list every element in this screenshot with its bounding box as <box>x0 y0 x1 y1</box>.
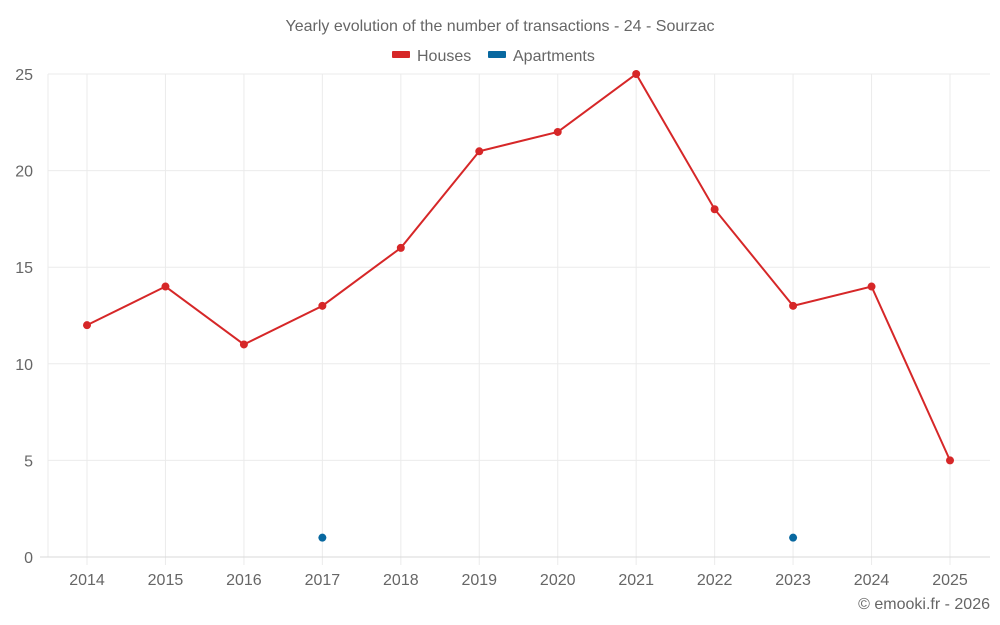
x-tick-label: 2017 <box>305 572 341 589</box>
x-tick-label: 2025 <box>932 572 968 589</box>
data-point-houses-2020 <box>553 127 562 136</box>
data-point-houses-2021 <box>632 70 641 78</box>
x-tick-label: 2014 <box>69 572 105 589</box>
x-tick-label: 2019 <box>461 572 497 589</box>
data-point-houses-2025 <box>946 456 954 465</box>
x-tick-label: 2021 <box>618 572 654 589</box>
credit-text: © emooki.fr - 2026 <box>858 596 990 613</box>
y-tick-label: 25 <box>15 67 33 84</box>
y-tick-label: 10 <box>15 357 33 374</box>
series-layer <box>83 70 954 542</box>
legend-swatch-apartments <box>488 51 506 58</box>
data-point-houses-2015 <box>161 282 170 291</box>
chart-title: Yearly evolution of the number of transa… <box>286 18 715 35</box>
data-point-houses-2022 <box>710 205 719 214</box>
data-point-houses-2018 <box>396 243 405 252</box>
series-line-houses <box>86 72 951 461</box>
x-tick-label: 2016 <box>226 572 262 589</box>
data-point-houses-2024 <box>867 282 876 291</box>
y-tick-label: 20 <box>15 164 33 181</box>
data-point-houses-2014 <box>83 321 91 330</box>
series-houses <box>83 70 954 465</box>
x-tick-label: 2024 <box>854 572 890 589</box>
legend: Houses Apartments <box>392 48 595 65</box>
legend-label-houses: Houses <box>417 48 471 65</box>
x-tick-label: 2015 <box>148 572 184 589</box>
y-tick-label: 0 <box>24 550 33 567</box>
data-point-houses-2016 <box>239 340 248 349</box>
y-tick-label: 15 <box>15 260 33 277</box>
data-point-apartments-2023 <box>789 533 798 542</box>
data-point-houses-2023 <box>789 301 798 310</box>
x-tick-label: 2023 <box>775 572 811 589</box>
series-apartments <box>318 533 798 542</box>
x-tick-label: 2022 <box>697 572 733 589</box>
data-point-houses-2019 <box>475 147 484 156</box>
legend-swatch-houses <box>392 51 410 58</box>
x-tick-label: 2018 <box>383 572 419 589</box>
y-tick-label: 5 <box>24 453 33 470</box>
x-tick-label: 2020 <box>540 572 576 589</box>
data-point-apartments-2017 <box>318 533 327 542</box>
legend-label-apartments: Apartments <box>513 48 595 65</box>
data-point-houses-2017 <box>318 301 327 310</box>
grid <box>47 73 990 565</box>
